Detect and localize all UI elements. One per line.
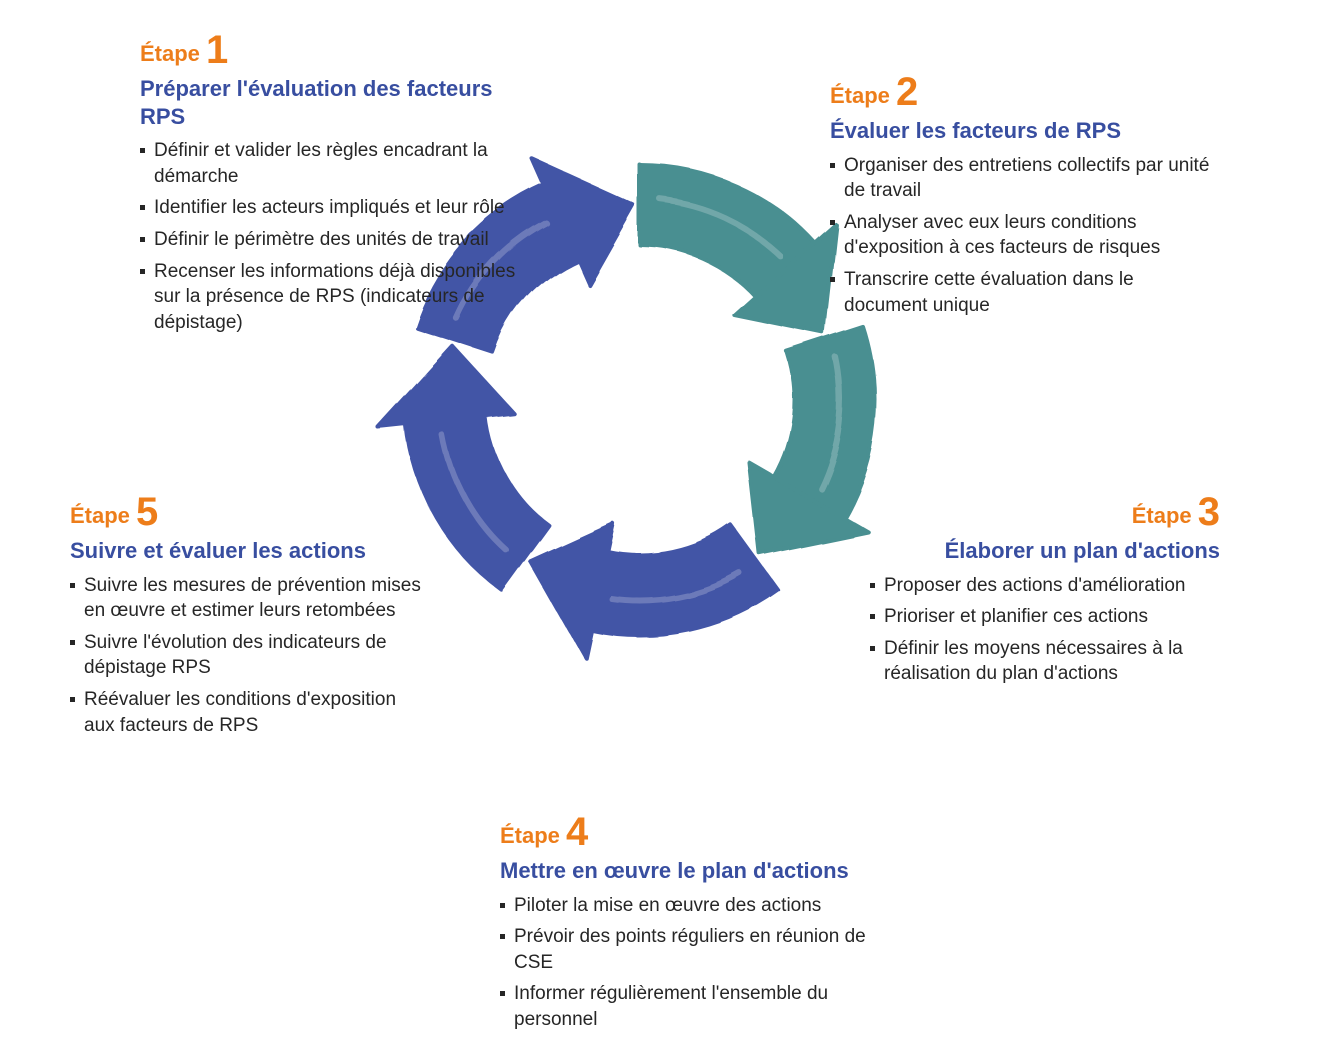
- step-number: 5: [136, 490, 158, 534]
- bullet-item: Définir et valider les règles encadrant …: [140, 138, 520, 189]
- bullet-item: Analyser avec eux leurs conditions d'exp…: [830, 210, 1210, 261]
- step-2: Étape 2 Évaluer les facteurs de RPS Orga…: [830, 70, 1210, 324]
- step-label-prefix: Étape: [1132, 503, 1192, 528]
- step-title: Mettre en œuvre le plan d'actions: [500, 857, 880, 885]
- step-title: Préparer l'évaluation des facteurs RPS: [140, 75, 520, 130]
- step-label: Étape 5: [70, 490, 430, 535]
- step-label-prefix: Étape: [70, 503, 130, 528]
- step-label: Étape 3: [870, 490, 1250, 535]
- step-bullets: Piloter la mise en œuvre des actions Prév…: [500, 893, 880, 1033]
- step-title: Élaborer un plan d'actions: [870, 537, 1250, 565]
- bullet-item: Proposer des actions d'amélioration: [870, 573, 1250, 599]
- bullet-item: Organiser des entretiens collectifs par …: [830, 153, 1210, 204]
- step-1: Étape 1 Préparer l'évaluation des facteu…: [140, 28, 520, 341]
- step-5: Étape 5 Suivre et évaluer les actions Su…: [70, 490, 430, 744]
- step-number: 1: [206, 28, 228, 72]
- step-3: Étape 3 Élaborer un plan d'actions Propo…: [870, 490, 1250, 693]
- step-number: 2: [896, 70, 918, 114]
- step-label-prefix: Étape: [500, 823, 560, 848]
- step-4: Étape 4 Mettre en œuvre le plan d'action…: [500, 810, 880, 1039]
- bullet-item: Suivre l'évolution des indicateurs de dé…: [70, 630, 430, 681]
- bullet-item: Définir le périmètre des unités de trava…: [140, 227, 520, 253]
- bullet-item: Piloter la mise en œuvre des actions: [500, 893, 880, 919]
- bullet-item: Prioriser et planifier ces actions: [870, 604, 1250, 630]
- step-bullets: Définir et valider les règles encadrant …: [140, 138, 520, 335]
- step-number: 4: [566, 810, 588, 854]
- step-title: Suivre et évaluer les actions: [70, 537, 430, 565]
- step-label-prefix: Étape: [140, 41, 200, 66]
- step-number: 3: [1198, 490, 1220, 534]
- step-label: Étape 1: [140, 28, 520, 73]
- bullet-item: Informer régulièrement l'ensemble du per…: [500, 981, 880, 1032]
- step-label: Étape 4: [500, 810, 880, 855]
- bullet-item: Définir les moyens nécessaires à la réal…: [870, 636, 1250, 687]
- step-label: Étape 2: [830, 70, 1210, 115]
- bullet-item: Réévaluer les conditions d'exposition au…: [70, 687, 430, 738]
- step-bullets: Organiser des entretiens collectifs par …: [830, 153, 1210, 319]
- bullet-item: Identifier les acteurs impliqués et leur…: [140, 195, 520, 221]
- bullet-item: Recenser les informations déjà disponibl…: [140, 259, 520, 336]
- cycle-diagram: Étape 1 Préparer l'évaluation des facteu…: [0, 0, 1340, 1032]
- step-bullets: Suivre les mesures de prévention mises e…: [70, 573, 430, 739]
- step-label-prefix: Étape: [830, 83, 890, 108]
- bullet-item: Prévoir des points réguliers en réunion …: [500, 924, 880, 975]
- step-bullets: Proposer des actions d'amélioration Prior…: [870, 573, 1250, 688]
- bullet-item: Suivre les mesures de prévention mises e…: [70, 573, 430, 624]
- step-title: Évaluer les facteurs de RPS: [830, 117, 1210, 145]
- bullet-item: Transcrire cette évaluation dans le docu…: [830, 267, 1210, 318]
